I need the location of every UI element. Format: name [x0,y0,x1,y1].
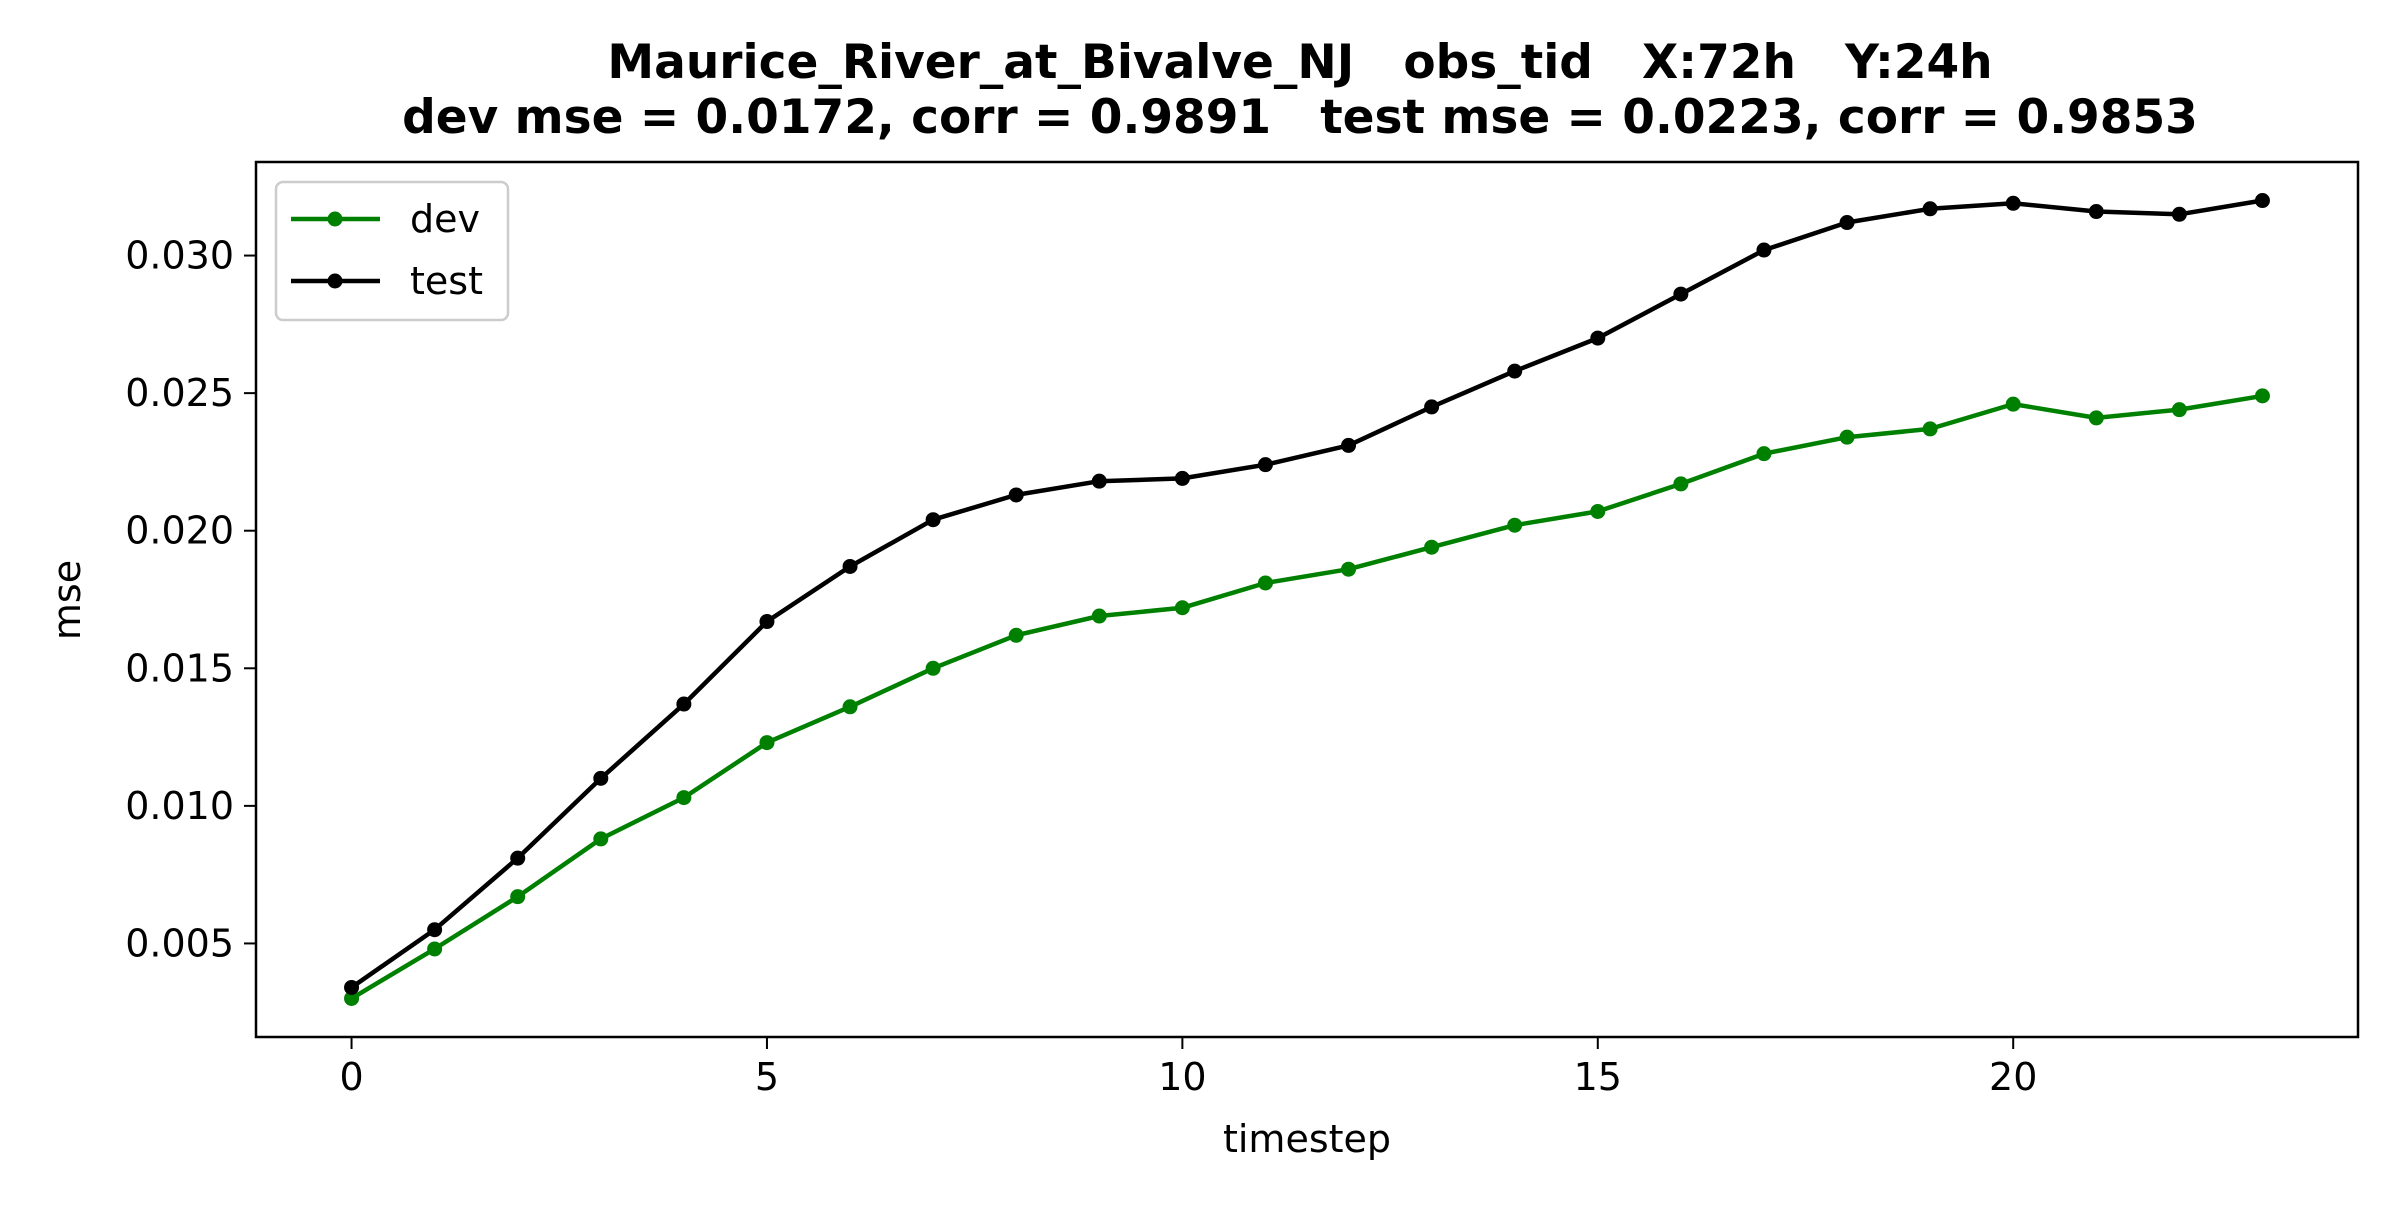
data-point-dev [593,831,609,847]
data-point-test [2005,195,2021,211]
data-point-test [2254,193,2270,209]
data-point-dev [427,941,443,957]
data-point-test [1756,242,1772,258]
x-tick-label: 10 [1158,1055,1206,1099]
data-point-dev [2254,388,2270,404]
series-line-test [348,197,2266,991]
data-point-dev [1091,608,1107,624]
y-tick-label: 0.020 [125,509,234,553]
y-tick-label: 0.025 [125,371,234,415]
data-point-dev [2005,396,2021,412]
legend: dev test [274,180,510,322]
chart-title: Maurice_River_at_Bivalve_NJ obs_tid X:72… [607,35,1992,90]
data-point-test [1257,457,1273,473]
y-tick-label: 0.015 [125,646,234,690]
legend-label-test: test [410,259,483,303]
legend-label-dev: dev [410,197,480,241]
data-point-dev [510,889,526,905]
data-point-dev [2171,402,2187,418]
x-tick-label: 0 [339,1055,363,1099]
data-point-dev [1673,476,1689,492]
data-point-test [1922,201,1938,217]
legend-marker-test [327,273,343,289]
legend-marker-dev [327,211,343,227]
x-axis-label: timestep [1223,1117,1391,1161]
data-point-dev [759,735,775,751]
plot-area [344,193,2270,1006]
x-tick-label: 15 [1574,1055,1622,1099]
data-point-test [593,770,609,786]
data-point-test [1507,363,1523,379]
x-tick-label: 5 [755,1055,779,1099]
plot-frame [254,160,2360,1039]
y-axis-label: mse [45,560,89,640]
data-point-dev [842,699,858,715]
data-point-test [759,614,775,630]
data-point-dev [1341,561,1357,577]
data-point-dev [1839,429,1855,445]
data-point-test [1424,399,1440,415]
data-point-test [1091,473,1107,489]
y-tick-label: 0.030 [125,234,234,278]
data-point-dev [1922,421,1938,437]
data-point-test [2171,206,2187,222]
data-point-test [510,850,526,866]
x-tick-label: 20 [1989,1055,2037,1099]
data-point-test [676,696,692,712]
data-point-test [1341,437,1357,453]
data-point-test [1673,286,1689,302]
data-point-dev [1008,627,1024,643]
data-point-test [427,922,443,938]
data-point-test [1839,215,1855,231]
data-point-dev [1590,503,1606,519]
axis-ticks: 0 5 10 15 20 0.005 0.010 0.015 0.020 0.025 0.030 [125,234,2037,1099]
data-point-dev [1424,539,1440,555]
data-point-test [2088,204,2104,220]
data-point-dev [925,660,941,676]
data-point-dev [1507,517,1523,533]
data-point-test [925,512,941,528]
chart-subtitle: dev mse = 0.0172, corr = 0.9891 test mse… [402,90,2198,145]
data-point-test [1590,330,1606,346]
y-tick-label: 0.005 [125,921,234,965]
data-point-dev [1174,600,1190,616]
data-point-test [1008,487,1024,503]
data-point-test [1174,470,1190,486]
data-point-dev [344,990,360,1006]
series-line-dev [348,393,2266,1002]
data-point-dev [1756,446,1772,462]
y-tick-label: 0.010 [125,784,234,828]
data-point-dev [676,790,692,806]
data-point-test [842,558,858,574]
data-point-test [344,979,360,995]
data-point-dev [1257,575,1273,591]
data-point-dev [2088,410,2104,426]
